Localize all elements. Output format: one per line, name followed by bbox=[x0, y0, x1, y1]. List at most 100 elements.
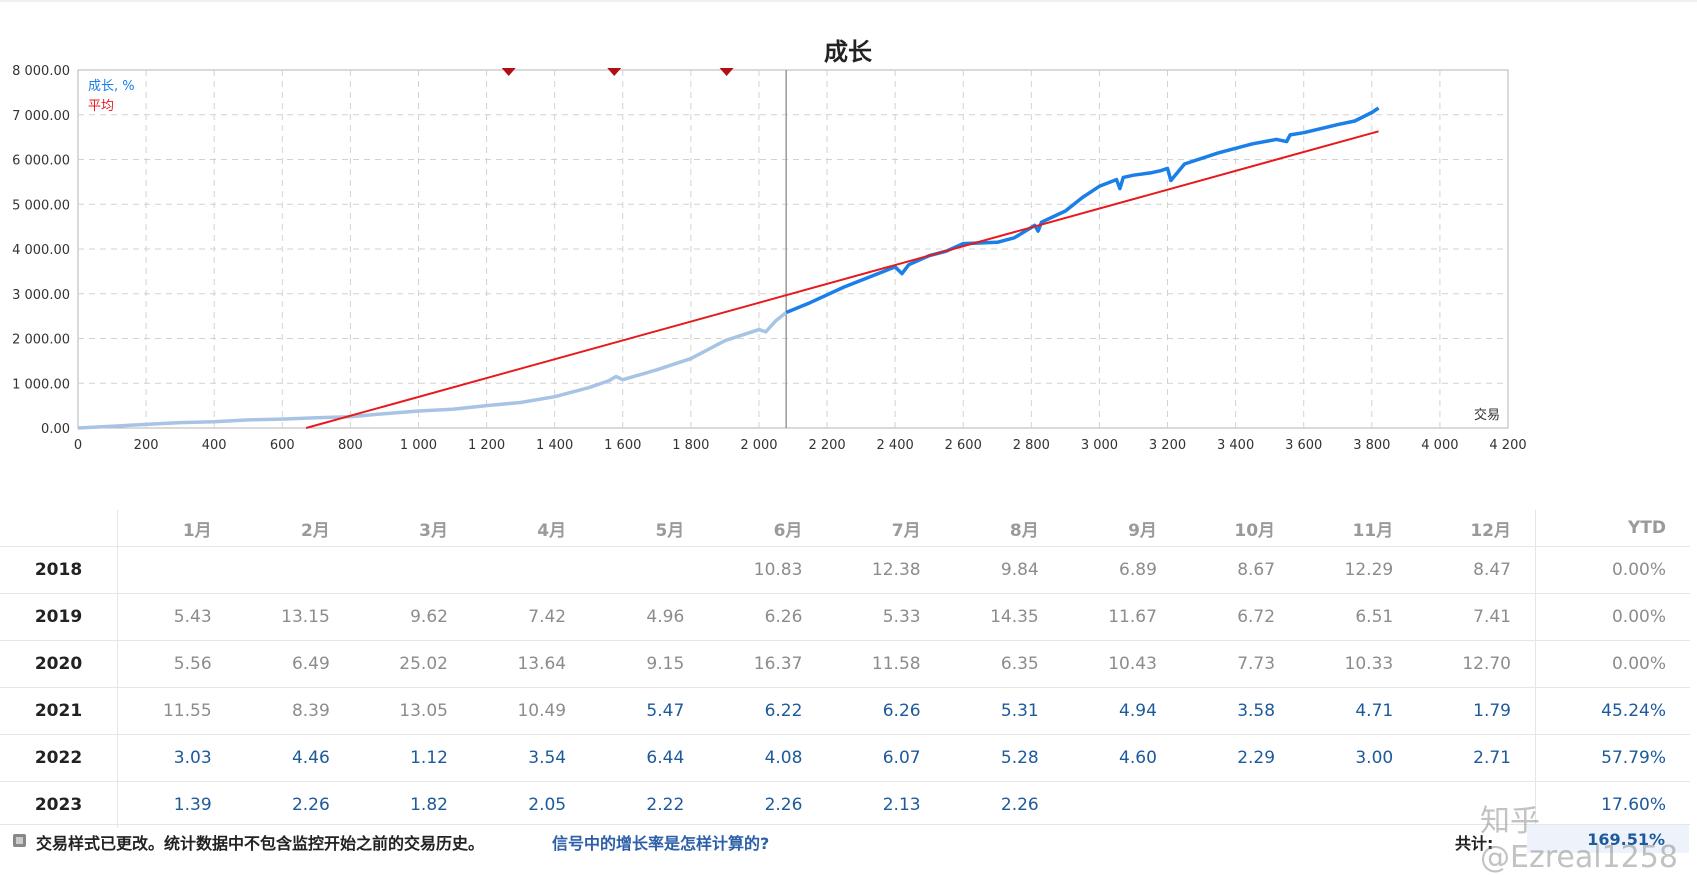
month-value-cell: 5.43 bbox=[117, 593, 236, 641]
x-tick-label: 0 bbox=[74, 438, 82, 453]
month-value-cell: 2.26 bbox=[235, 781, 354, 828]
x-axis-label: 交易 bbox=[1474, 407, 1500, 423]
ytd-value-cell: 0.00% bbox=[1535, 593, 1690, 641]
month-value-cell: 14.35 bbox=[944, 593, 1063, 641]
month-value-cell: 12.38 bbox=[826, 546, 945, 594]
month-value-cell: 1.12 bbox=[353, 734, 472, 782]
month-value-cell: 2.13 bbox=[826, 781, 945, 828]
month-value-cell: 7.41 bbox=[1417, 593, 1536, 641]
growth-chart: 成长 0.00 1 000.00 2 000.00 3 000.00 4 000.00 5… bbox=[0, 0, 1697, 453]
month-value-cell: 2.26 bbox=[944, 781, 1063, 828]
month-value-cell: 9.62 bbox=[353, 593, 472, 641]
table-corner bbox=[0, 510, 118, 547]
month-value-cell bbox=[117, 546, 236, 594]
x-tick-label: 200 bbox=[134, 438, 159, 453]
x-tick-label: 1 400 bbox=[536, 438, 573, 453]
month-value-cell: 6.89 bbox=[1062, 546, 1181, 594]
x-tick-label: 1 200 bbox=[468, 438, 505, 453]
average-series-line bbox=[305, 130, 1379, 429]
month-header: 1月 bbox=[182, 520, 212, 541]
x-tick-label: 2 000 bbox=[740, 438, 777, 453]
month-value-cell: 11.58 bbox=[826, 640, 945, 688]
table-header-row: 1月 2月 3月 4月 5月 6月 7月 8月 9月 10月 11月 12月 YTD bbox=[0, 510, 1690, 547]
month-value-cell: 6.35 bbox=[944, 640, 1063, 688]
table-row: 2020 5.56 6.49 25.02 13.64 9.15 16.37 11.58 6.35… bbox=[0, 640, 1690, 688]
month-value-cell: 3.03 bbox=[117, 734, 236, 782]
month-value-cell: 6.26 bbox=[826, 687, 945, 735]
month-value-cell: 13.05 bbox=[353, 687, 472, 735]
month-header: 10月 bbox=[1234, 520, 1276, 541]
month-value-cell: 13.15 bbox=[235, 593, 354, 641]
month-value-cell: 4.71 bbox=[1299, 687, 1418, 735]
month-value-cell bbox=[590, 546, 709, 594]
x-tick-label: 3 000 bbox=[1081, 438, 1118, 453]
y-tick-label: 1 000.00 bbox=[12, 377, 70, 392]
month-value-cell: 4.96 bbox=[590, 593, 709, 641]
x-tick-label: 600 bbox=[270, 438, 295, 453]
year-cell: 2022 bbox=[0, 734, 118, 782]
x-tick-label: 2 800 bbox=[1013, 438, 1050, 453]
x-tick-label: 2 600 bbox=[945, 438, 982, 453]
chart-title: 成长 bbox=[824, 38, 873, 66]
ytd-value-cell: 0.00% bbox=[1535, 640, 1690, 688]
year-cell: 2020 bbox=[0, 640, 118, 688]
month-value-cell: 6.26 bbox=[708, 593, 827, 641]
x-tick-label: 3 200 bbox=[1149, 438, 1186, 453]
x-tick-label: 3 800 bbox=[1353, 438, 1390, 453]
y-tick-label: 4 000.00 bbox=[12, 243, 70, 258]
y-tick-label: 7 000.00 bbox=[12, 109, 70, 124]
y-tick-label: 8 000.00 bbox=[12, 64, 70, 79]
growth-calculation-link[interactable]: 信号中的增长率是怎样计算的? bbox=[552, 834, 770, 853]
x-tick-label: 2 400 bbox=[877, 438, 914, 453]
table-row: 2019 5.43 13.15 9.62 7.42 4.96 6.26 5.33 14.35 11… bbox=[0, 593, 1690, 641]
month-header: 2月 bbox=[300, 520, 330, 541]
deposit-marker bbox=[607, 68, 622, 76]
ytd-value-cell: 45.24% bbox=[1535, 687, 1690, 735]
growth-series-line bbox=[785, 106, 1380, 315]
month-value-cell: 11.55 bbox=[117, 687, 236, 735]
month-value-cell: 13.64 bbox=[471, 640, 591, 688]
month-value-cell: 5.31 bbox=[944, 687, 1063, 735]
table-row: 2021 11.55 8.39 13.05 10.49 5.47 6.22 6.26 5.31 4… bbox=[0, 687, 1690, 735]
y-tick-label: 2 000.00 bbox=[12, 333, 70, 348]
month-value-cell: 10.33 bbox=[1299, 640, 1418, 688]
month-value-cell bbox=[235, 546, 354, 594]
y-tick-label: 0.00 bbox=[41, 422, 70, 437]
note-icon bbox=[13, 834, 26, 847]
legend-average: 平均 bbox=[88, 99, 114, 114]
month-value-cell: 5.47 bbox=[590, 687, 709, 735]
x-tick-label: 3 400 bbox=[1217, 438, 1254, 453]
month-header: 12月 bbox=[1470, 520, 1511, 541]
year-cell: 2018 bbox=[0, 546, 118, 594]
table-row: 2023 1.39 2.26 1.82 2.05 2.22 2.26 2.13 2.26 17.6… bbox=[0, 781, 1690, 828]
year-cell: 2019 bbox=[0, 593, 118, 641]
month-value-cell: 1.79 bbox=[1417, 687, 1536, 735]
deposit-marker bbox=[501, 68, 516, 76]
month-value-cell: 6.07 bbox=[826, 734, 945, 782]
month-value-cell: 6.51 bbox=[1299, 593, 1418, 641]
legend-growth: 成长, % bbox=[88, 79, 135, 94]
month-value-cell: 2.26 bbox=[708, 781, 827, 828]
y-tick-label: 5 000.00 bbox=[12, 198, 70, 213]
footer-bar: 交易样式已更改。统计数据中不包含监控开始之前的交易历史。 信号中的增长率是怎样计… bbox=[0, 824, 1690, 853]
month-header: 8月 bbox=[1009, 520, 1039, 541]
x-tick-label: 4 200 bbox=[1489, 438, 1526, 453]
month-value-cell: 11.67 bbox=[1062, 593, 1181, 641]
month-value-cell bbox=[353, 546, 472, 594]
month-value-cell: 16.37 bbox=[708, 640, 827, 688]
month-header: 5月 bbox=[655, 520, 685, 541]
month-header: 11月 bbox=[1352, 520, 1394, 541]
x-tick-label: 4 000 bbox=[1421, 438, 1458, 453]
month-value-cell: 3.58 bbox=[1180, 687, 1300, 735]
total-label: 共计: bbox=[1455, 834, 1494, 853]
x-tick-label: 1 600 bbox=[604, 438, 641, 453]
month-value-cell: 4.46 bbox=[235, 734, 354, 782]
month-value-cell: 2.29 bbox=[1180, 734, 1300, 782]
month-value-cell bbox=[1062, 781, 1181, 828]
watermark-text: 知乎 @Ezreal1258 bbox=[1480, 804, 1678, 875]
month-value-cell: 4.60 bbox=[1062, 734, 1181, 782]
year-cell: 2023 bbox=[0, 781, 118, 828]
ytd-header: YTD bbox=[1535, 510, 1690, 547]
month-value-cell: 10.49 bbox=[471, 687, 591, 735]
growth-series-pre-monitoring bbox=[77, 311, 788, 430]
